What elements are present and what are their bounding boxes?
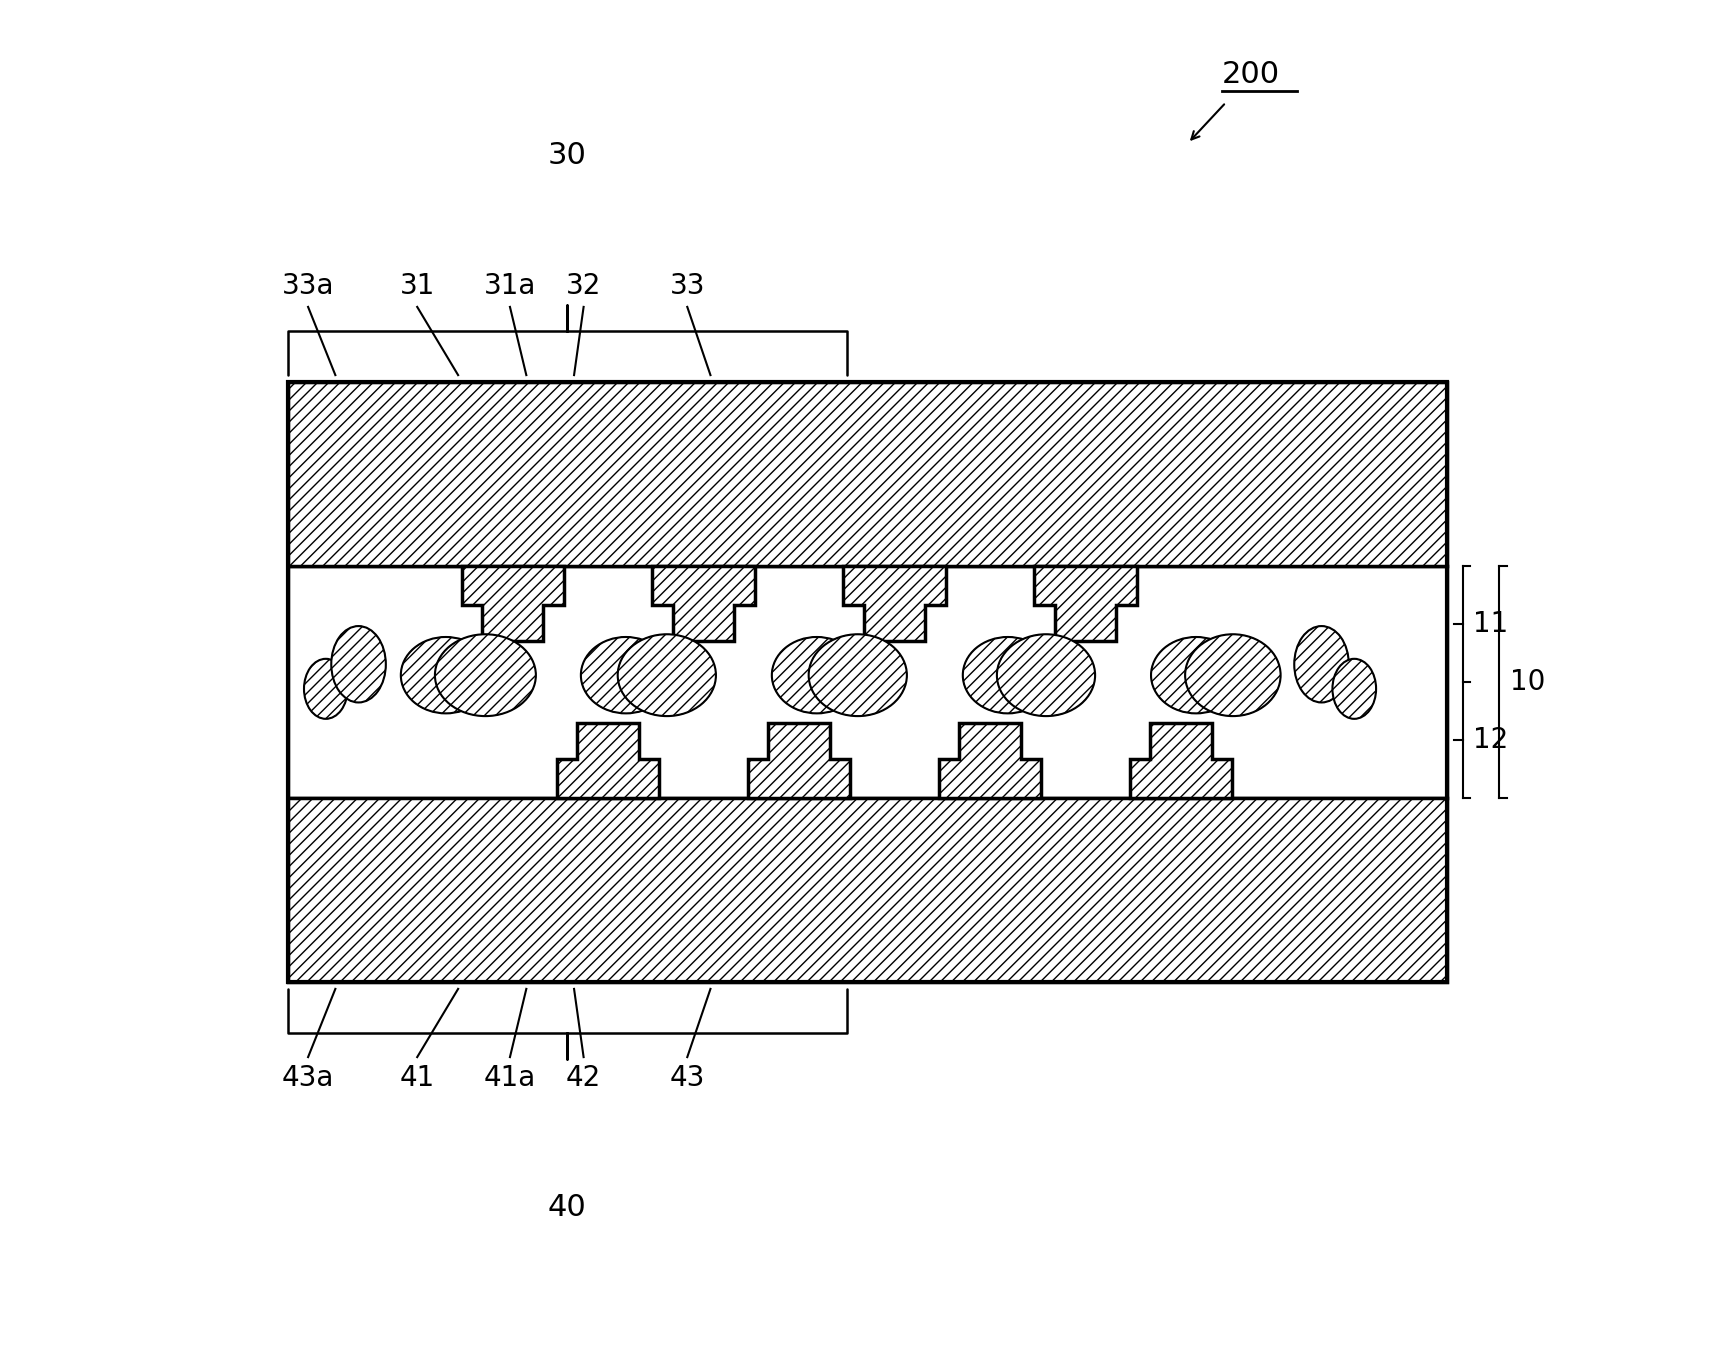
Ellipse shape <box>435 634 535 716</box>
Ellipse shape <box>1294 626 1349 702</box>
Text: 31a: 31a <box>484 271 537 300</box>
Text: 31: 31 <box>399 271 435 300</box>
Text: 30: 30 <box>547 142 587 170</box>
Ellipse shape <box>1151 637 1241 713</box>
Ellipse shape <box>1186 634 1280 716</box>
Text: 12: 12 <box>1473 726 1508 754</box>
Ellipse shape <box>809 634 907 716</box>
Ellipse shape <box>401 637 490 713</box>
Text: 42: 42 <box>566 1064 601 1093</box>
Polygon shape <box>1131 723 1232 798</box>
Bar <box>287 382 1447 982</box>
Text: 200: 200 <box>1222 60 1280 89</box>
Text: 43: 43 <box>669 1064 706 1093</box>
Polygon shape <box>461 566 564 641</box>
Polygon shape <box>1034 566 1136 641</box>
Bar <box>287 382 1447 566</box>
Ellipse shape <box>305 659 348 719</box>
Ellipse shape <box>996 634 1095 716</box>
Text: 41: 41 <box>399 1064 435 1093</box>
Polygon shape <box>558 723 659 798</box>
Text: 43a: 43a <box>282 1064 334 1093</box>
Text: 33a: 33a <box>282 271 334 300</box>
Text: 40: 40 <box>547 1194 587 1222</box>
Ellipse shape <box>618 634 716 716</box>
Polygon shape <box>940 723 1041 798</box>
Bar <box>287 566 1447 798</box>
Ellipse shape <box>771 637 862 713</box>
Polygon shape <box>843 566 947 641</box>
Text: 10: 10 <box>1509 668 1545 696</box>
Polygon shape <box>749 723 850 798</box>
Polygon shape <box>652 566 756 641</box>
Ellipse shape <box>330 626 386 702</box>
Text: 33: 33 <box>669 271 706 300</box>
Bar <box>287 798 1447 982</box>
Text: 41a: 41a <box>484 1064 535 1093</box>
Ellipse shape <box>962 637 1053 713</box>
Ellipse shape <box>582 637 671 713</box>
Ellipse shape <box>1332 659 1377 719</box>
Text: 11: 11 <box>1473 610 1508 638</box>
Text: 32: 32 <box>566 271 601 300</box>
